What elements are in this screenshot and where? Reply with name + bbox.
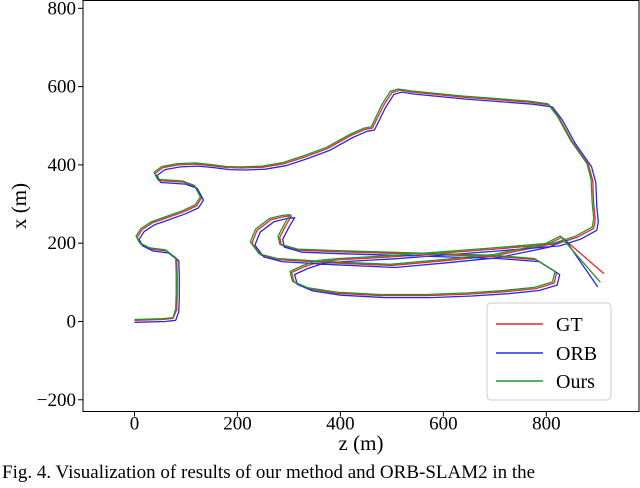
y-tick-label: 200 xyxy=(48,233,77,254)
plot-frame xyxy=(82,0,640,412)
legend-label-orb: ORB xyxy=(556,343,597,365)
y-tick-label: 600 xyxy=(48,77,77,98)
legend: GT ORB Ours xyxy=(486,302,612,401)
legend-frame xyxy=(486,302,612,401)
y-axis-label: x (m) xyxy=(7,183,31,229)
series-layer xyxy=(134,88,605,323)
trajectory-line-orb xyxy=(134,91,599,323)
plot-area: 0 200 400 600 800 −200 0 200 400 600 800 xyxy=(37,0,640,435)
x-axis-label: z (m) xyxy=(339,431,384,455)
trajectory-line-gt xyxy=(134,89,605,321)
legend-label-ours: Ours xyxy=(556,371,595,393)
y-tick-label: 0 xyxy=(67,311,77,332)
x-tick-label: 400 xyxy=(326,414,355,435)
x-tick-label: 600 xyxy=(429,414,458,435)
y-tick-label: −200 xyxy=(37,390,76,411)
legend-label-gt: GT xyxy=(556,314,583,336)
x-tick-label: 0 xyxy=(130,414,140,435)
x-tick-label: 800 xyxy=(532,414,561,435)
tick-layer: 0 200 400 600 800 −200 0 200 400 600 800 xyxy=(37,0,561,435)
figure-caption: Fig. 4. Visualization of results of our … xyxy=(2,462,536,483)
x-tick-label: 200 xyxy=(223,414,252,435)
y-tick-label: 400 xyxy=(48,155,77,176)
trajectory-line-ours xyxy=(134,88,601,321)
y-tick-label: 800 xyxy=(48,0,77,19)
